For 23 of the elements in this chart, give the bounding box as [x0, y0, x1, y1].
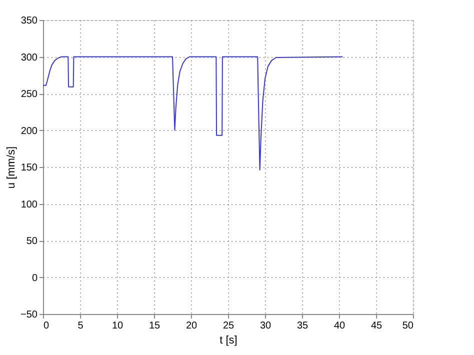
x-tick-label: 30 [260, 320, 272, 332]
x-tick-label: 10 [112, 320, 124, 332]
line-series [43, 56, 344, 170]
y-tick-label: 50 [26, 236, 38, 247]
x-tick-label: 50 [402, 320, 414, 332]
x-tick-label: 15 [148, 320, 160, 332]
x-tick-label: 45 [370, 320, 382, 332]
y-tick-label: 250 [20, 89, 38, 100]
y-axis-title: u [mm/s] [6, 146, 18, 189]
x-tick-label: 40 [334, 320, 346, 332]
y-tick-label: 100 [20, 199, 38, 210]
y-tick-label: 350 [20, 16, 38, 26]
y-tick-label: 0 [32, 272, 38, 284]
x-axis-title: t [s] [220, 334, 238, 346]
x-tick-label: 5 [78, 320, 84, 332]
x-tick-label: 20 [186, 320, 198, 332]
x-tick-label: 25 [222, 320, 234, 332]
x-tick-label: 35 [296, 320, 308, 332]
y-tick-label: 300 [20, 52, 38, 64]
y-tick-label: 200 [20, 126, 38, 137]
y-tick-label: 150 [20, 162, 38, 174]
y-tick-label: −50 [20, 310, 38, 320]
x-tick-label: 0 [44, 320, 50, 332]
